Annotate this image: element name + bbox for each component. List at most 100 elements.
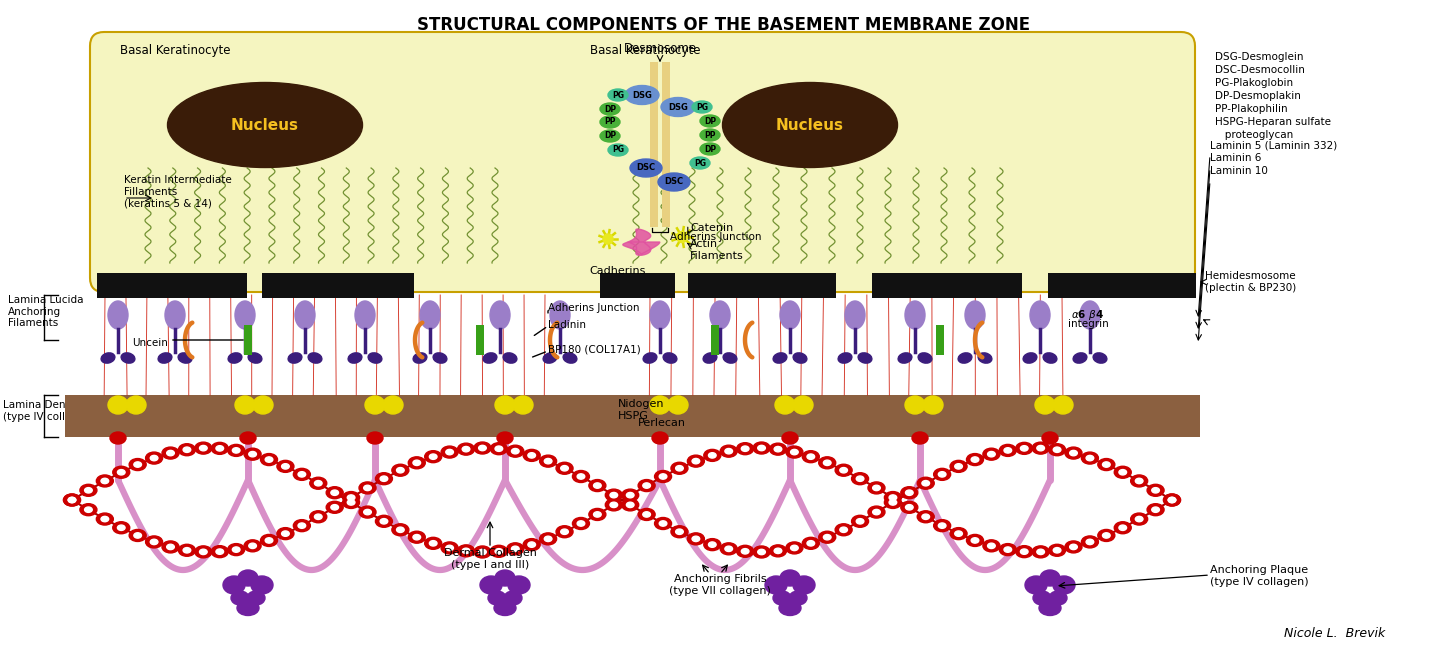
Ellipse shape <box>773 591 791 605</box>
Ellipse shape <box>824 535 831 540</box>
Text: DP: DP <box>704 145 717 154</box>
Ellipse shape <box>791 545 798 550</box>
Ellipse shape <box>314 480 321 486</box>
Ellipse shape <box>502 353 517 363</box>
Text: Laminin 5 (Laminin 332): Laminin 5 (Laminin 332) <box>1211 140 1338 150</box>
Text: Laminin 10: Laminin 10 <box>1211 166 1268 176</box>
Ellipse shape <box>905 301 925 329</box>
Ellipse shape <box>413 353 427 363</box>
Ellipse shape <box>708 453 717 458</box>
Ellipse shape <box>392 464 408 476</box>
Ellipse shape <box>507 543 524 555</box>
Ellipse shape <box>151 456 158 461</box>
Ellipse shape <box>97 475 113 487</box>
Ellipse shape <box>1064 541 1082 553</box>
Ellipse shape <box>643 512 650 517</box>
Ellipse shape <box>298 523 306 528</box>
Ellipse shape <box>348 495 355 500</box>
Ellipse shape <box>668 396 688 414</box>
Ellipse shape <box>97 513 113 525</box>
Ellipse shape <box>692 101 712 113</box>
Ellipse shape <box>223 576 245 594</box>
Ellipse shape <box>165 301 185 329</box>
Text: HSPG-Heparan sulfate: HSPG-Heparan sulfate <box>1215 117 1331 127</box>
Ellipse shape <box>1021 549 1028 554</box>
Ellipse shape <box>248 591 265 605</box>
Ellipse shape <box>359 506 376 518</box>
Text: DSG-Desmoglein: DSG-Desmoglein <box>1215 52 1303 62</box>
Ellipse shape <box>288 353 301 363</box>
Ellipse shape <box>133 462 142 467</box>
Text: DP-Desmoplakin: DP-Desmoplakin <box>1215 91 1300 101</box>
Ellipse shape <box>922 514 930 519</box>
Ellipse shape <box>195 546 211 558</box>
Ellipse shape <box>249 543 256 548</box>
Ellipse shape <box>699 129 720 141</box>
Ellipse shape <box>229 353 242 363</box>
Ellipse shape <box>723 82 898 167</box>
Ellipse shape <box>737 443 753 455</box>
Ellipse shape <box>1093 353 1106 363</box>
Ellipse shape <box>659 474 668 479</box>
Ellipse shape <box>251 576 274 594</box>
Text: Nucleus: Nucleus <box>776 117 844 132</box>
Ellipse shape <box>950 460 967 472</box>
Ellipse shape <box>245 448 261 460</box>
Ellipse shape <box>489 301 510 329</box>
Ellipse shape <box>856 476 864 482</box>
Ellipse shape <box>692 458 699 464</box>
Ellipse shape <box>479 549 487 555</box>
Ellipse shape <box>901 487 918 498</box>
Ellipse shape <box>627 493 634 498</box>
Text: DSC: DSC <box>665 177 683 186</box>
Ellipse shape <box>330 504 339 510</box>
Ellipse shape <box>1151 507 1160 513</box>
Text: PP: PP <box>704 130 715 140</box>
Ellipse shape <box>253 396 274 414</box>
Ellipse shape <box>723 353 737 363</box>
Ellipse shape <box>101 517 109 522</box>
Ellipse shape <box>983 540 1001 552</box>
Ellipse shape <box>840 467 847 473</box>
Ellipse shape <box>326 487 343 498</box>
Text: Ladinin: Ladinin <box>547 320 586 330</box>
Ellipse shape <box>704 449 721 461</box>
Ellipse shape <box>757 445 766 450</box>
Ellipse shape <box>1151 487 1160 493</box>
Text: Lamina Densa
(type IV collagen): Lamina Densa (type IV collagen) <box>3 400 96 422</box>
Ellipse shape <box>1070 545 1077 550</box>
Ellipse shape <box>1169 497 1176 503</box>
Ellipse shape <box>676 232 688 243</box>
Ellipse shape <box>216 446 223 451</box>
Ellipse shape <box>917 511 934 522</box>
Ellipse shape <box>84 487 93 493</box>
Ellipse shape <box>446 545 453 550</box>
Text: Catenin: Catenin <box>691 223 733 233</box>
Ellipse shape <box>621 499 639 511</box>
Ellipse shape <box>265 538 272 543</box>
Ellipse shape <box>786 446 802 458</box>
Ellipse shape <box>959 353 972 363</box>
Ellipse shape <box>162 447 180 459</box>
Ellipse shape <box>462 447 469 452</box>
Ellipse shape <box>167 545 174 550</box>
Ellipse shape <box>151 539 158 545</box>
Ellipse shape <box>838 353 851 363</box>
Ellipse shape <box>688 455 704 467</box>
Ellipse shape <box>867 506 885 518</box>
Ellipse shape <box>972 457 979 462</box>
Ellipse shape <box>964 301 985 329</box>
Ellipse shape <box>392 524 408 536</box>
Ellipse shape <box>550 301 571 329</box>
Ellipse shape <box>343 496 359 508</box>
Ellipse shape <box>794 353 807 363</box>
Ellipse shape <box>420 301 440 329</box>
Ellipse shape <box>1043 353 1057 363</box>
Ellipse shape <box>1015 443 1032 454</box>
Ellipse shape <box>245 540 261 552</box>
Ellipse shape <box>281 463 290 469</box>
Ellipse shape <box>1053 396 1073 414</box>
Ellipse shape <box>779 600 801 615</box>
Ellipse shape <box>720 445 737 457</box>
Ellipse shape <box>650 301 670 329</box>
